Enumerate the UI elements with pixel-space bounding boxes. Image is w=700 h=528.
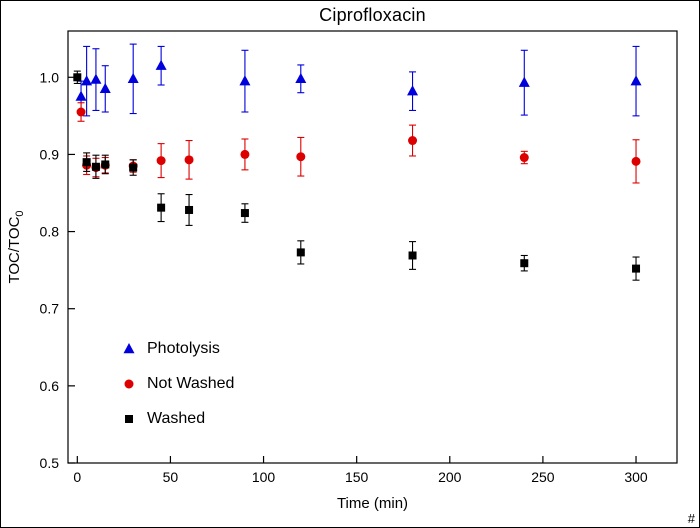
washed-square-icon [125,414,133,423]
legend-item-washed: Washed [119,401,234,436]
legend-label-washed: Washed [147,409,206,427]
x-tick-label: 200 [438,469,462,485]
corner-mark: # [687,511,695,526]
not-washed-circle-icon [124,379,134,388]
x-axis-label: Time (min) [336,495,409,512]
series-not-washed [76,102,641,184]
y-axis-label-text: TOC/TOC [6,216,23,284]
legend-label-photolysis: Photolysis [147,339,220,357]
x-tick-label: 150 [345,469,369,485]
legend-item-photolysis: Photolysis [119,331,234,366]
y-tick-label: 0.7 [40,301,60,317]
y-tick-label: 0.9 [40,146,60,162]
photolysis-triangle-icon [123,342,135,353]
x-tick-label: 250 [531,469,555,485]
legend-item-not-washed: Not Washed [119,366,234,401]
series-washed [73,70,641,281]
x-tick-label: 300 [624,469,648,485]
y-axis-label-subscript: 0 [14,210,26,217]
y-tick-label: 1.0 [40,69,60,85]
x-tick-label: 100 [252,469,276,485]
x-tick-label: 50 [163,469,179,485]
axes-box [67,30,678,464]
y-axis-label: TOC/TOC0 [6,210,26,283]
y-tick-label: 0.6 [40,378,60,394]
series-photolysis [75,43,642,117]
y-tick-label: 0.5 [40,455,60,471]
chart-title: Ciprofloxacin [319,5,426,25]
legend-label-not-washed: Not Washed [147,374,235,392]
legend: Photolysis Not Washed Washed [119,331,234,436]
x-tick-label: 0 [73,469,81,485]
y-tick-label: 0.8 [40,224,60,240]
